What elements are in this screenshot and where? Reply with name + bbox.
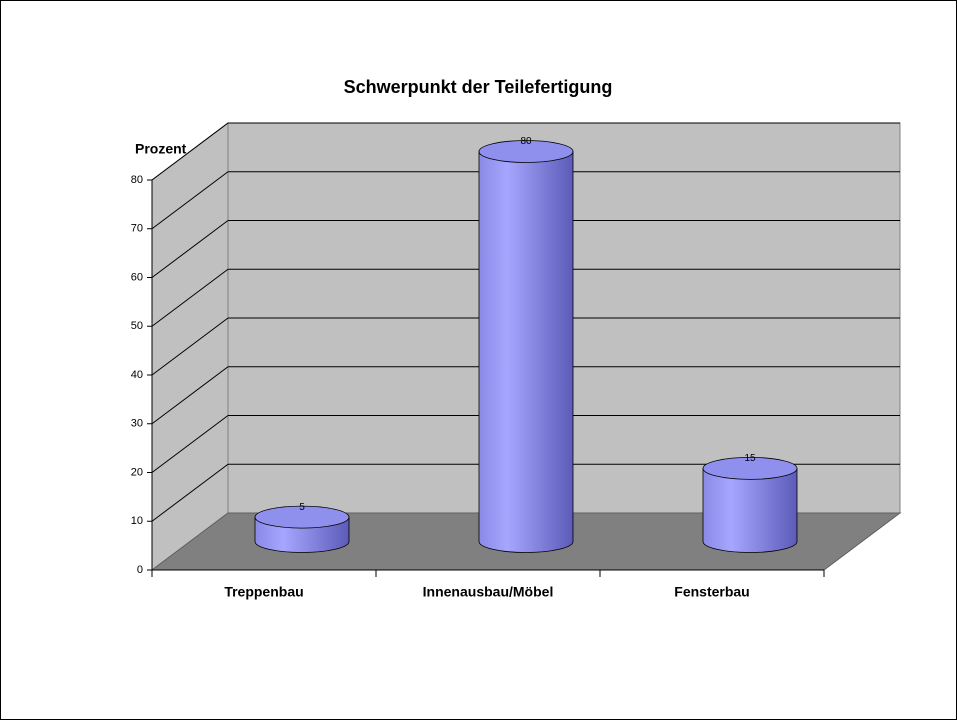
x-tick-label: Innenausbau/Möbel — [423, 584, 554, 600]
y-tick-label: 20 — [131, 466, 143, 478]
y-tick-label: 40 — [131, 369, 143, 381]
grid-line — [151, 317, 229, 376]
y-axis-label: Prozent — [135, 141, 187, 157]
value-label: 80 — [520, 136, 532, 147]
chart-title: Schwerpunkt der Teilefertigung — [344, 77, 613, 97]
x-tick-label: Fensterbau — [674, 584, 749, 600]
cylinder-top — [254, 505, 350, 529]
y-tick-label: 80 — [131, 174, 143, 186]
y-tick-label: 10 — [131, 515, 143, 527]
cylinder — [478, 151, 574, 553]
grid-line — [151, 122, 229, 181]
y-tick-label: 50 — [131, 320, 143, 332]
value-label: 5 — [299, 502, 305, 513]
cylinder-top — [478, 140, 574, 163]
value-label: 15 — [744, 453, 756, 464]
grid-line — [151, 171, 229, 230]
grid-line — [151, 220, 229, 278]
y-tick-label: 70 — [131, 223, 143, 235]
grid-line — [151, 366, 229, 425]
cylinder-top — [702, 456, 798, 480]
grid-line — [151, 463, 229, 522]
cylinder — [702, 467, 798, 553]
x-tick-label: Treppenbau — [224, 584, 303, 600]
y-tick-label: 60 — [131, 271, 143, 283]
y-tick-label: 30 — [131, 418, 143, 430]
y-tick-label: 0 — [137, 564, 143, 576]
grid-line — [151, 268, 229, 327]
grid-line — [151, 415, 229, 473]
